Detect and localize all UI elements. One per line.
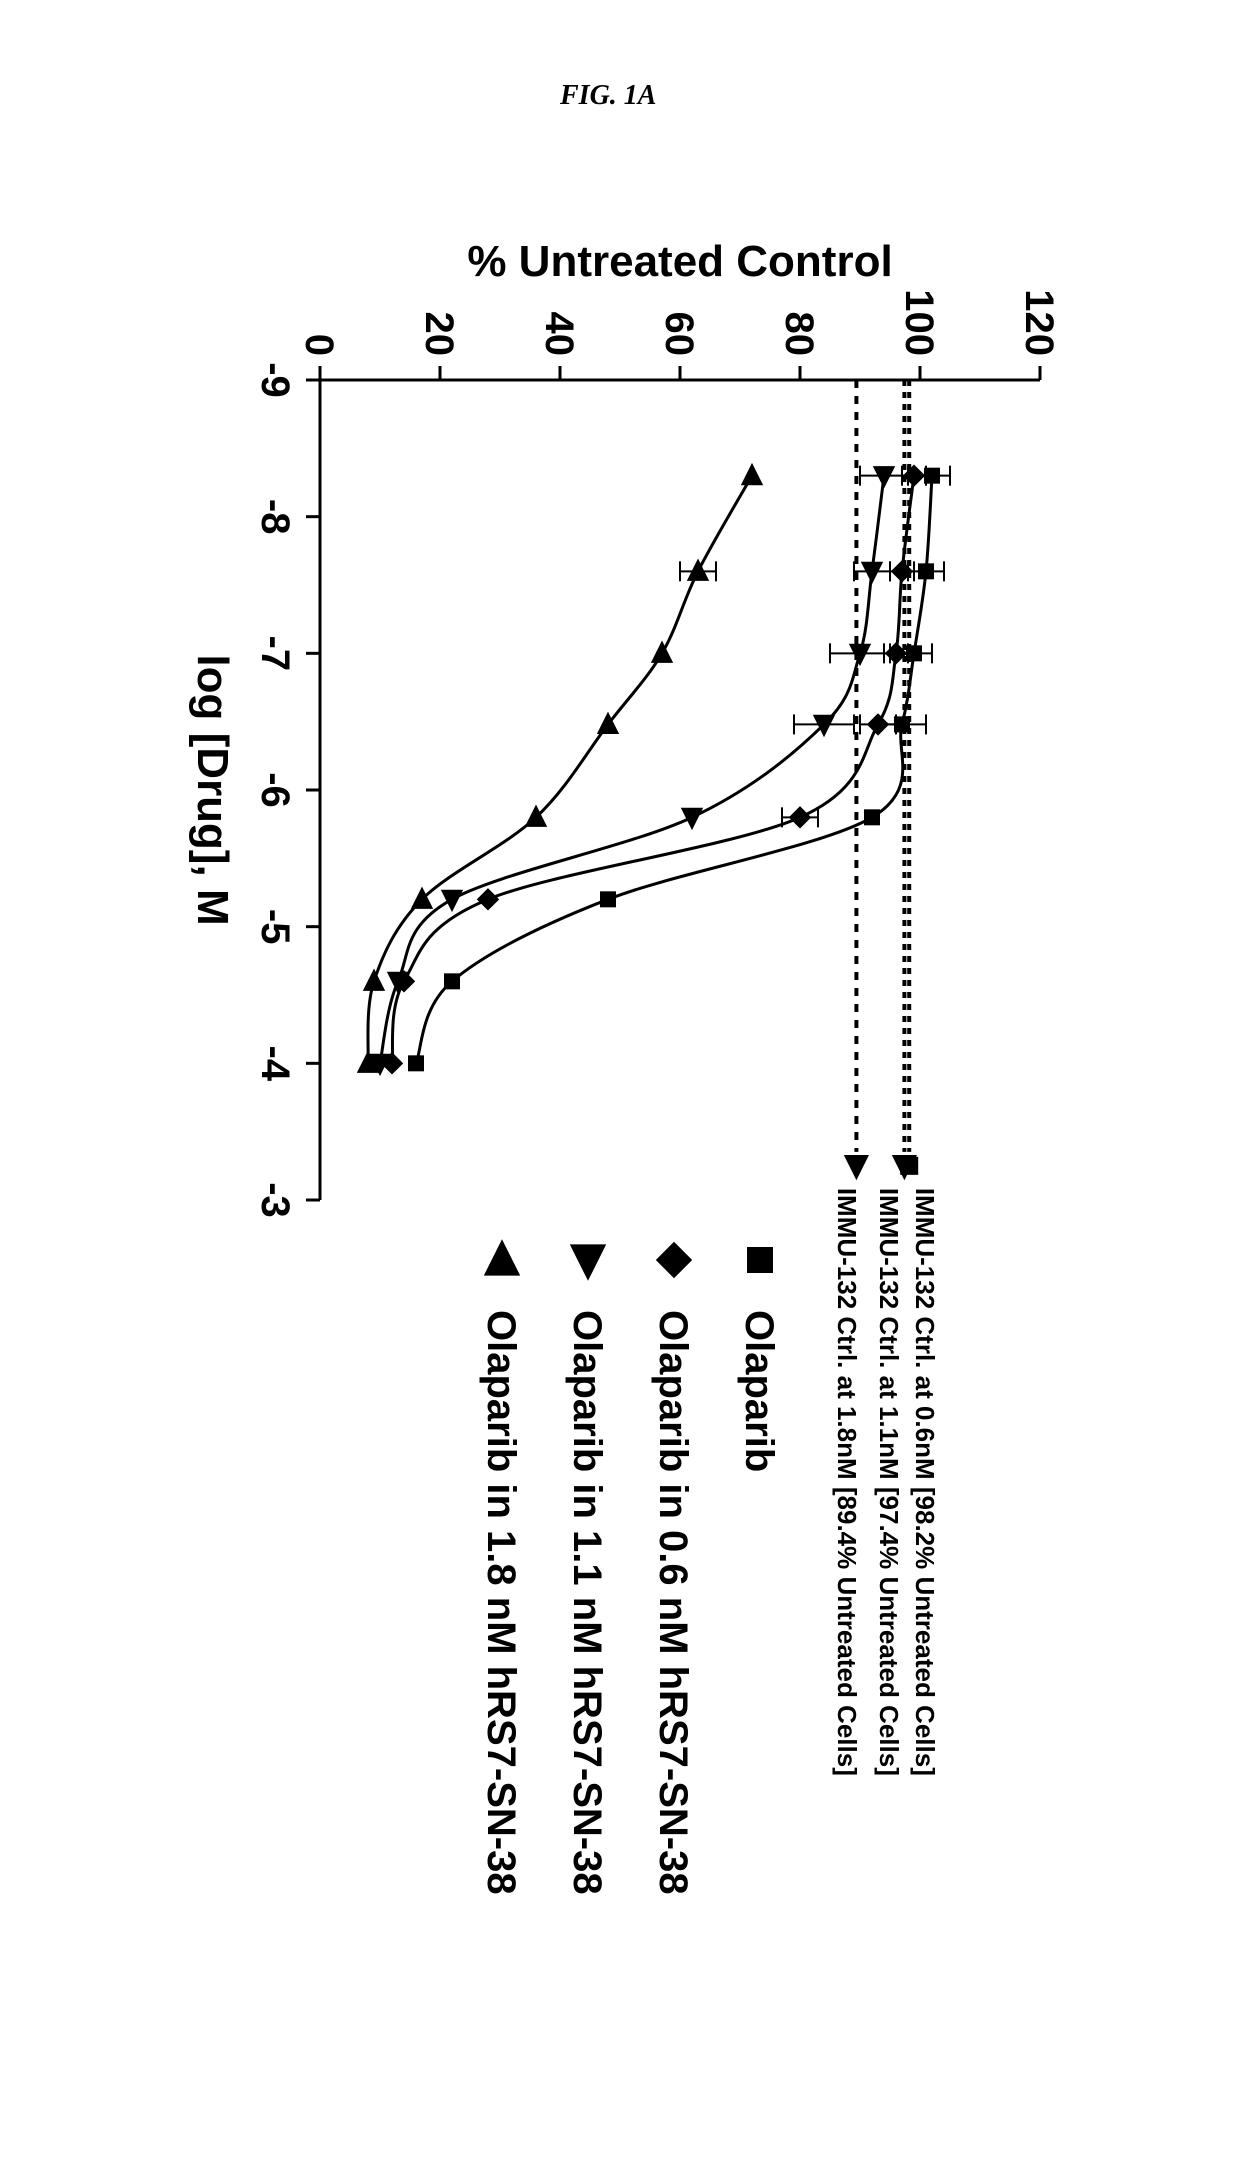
series bbox=[381, 464, 926, 1074]
legend-item-label: Olaparib in 1.8 nM hRS7-SN-38 bbox=[479, 1310, 523, 1895]
legend-item-label: Olaparib bbox=[737, 1310, 781, 1472]
x-tick-label: -5 bbox=[253, 909, 297, 945]
page: FIG. 1A -9 -8 -7 -6 -5 -4 -3 0 20 40 60 80 100 120 log… bbox=[0, 0, 1240, 2179]
x-tick-label: -4 bbox=[253, 1046, 297, 1082]
chart-container: -9 -8 -7 -6 -5 -4 -3 0 20 40 60 80 100 120 log [Drug],… bbox=[120, 200, 1120, 1980]
legend-item-label: Olaparib in 0.6 nM hRS7-SN-38 bbox=[651, 1310, 695, 1895]
y-tick-label: 100 bbox=[897, 289, 941, 356]
figure-title: FIG. 1A bbox=[560, 80, 656, 112]
y-tick-label: 120 bbox=[1017, 289, 1061, 356]
x-tick-label: -3 bbox=[253, 1182, 297, 1218]
x-tick-label: -8 bbox=[253, 499, 297, 535]
y-tick-label: 40 bbox=[537, 312, 581, 357]
ctrl-line-label: IMMU-132 Ctrl. at 1.8nM [89.4% Untreated… bbox=[832, 1188, 862, 1776]
x-axis-label: log [Drug], M bbox=[188, 654, 237, 925]
ctrl-line-label: IMMU-132 Ctrl. at 1.1nM [97.4% Untreated… bbox=[874, 1188, 904, 1776]
legend: Olaparib Olaparib in 0.6 nM hRS7-SN-38 Ola… bbox=[479, 1239, 781, 1894]
y-tick-label: 0 bbox=[297, 334, 341, 356]
x-tick-label: -6 bbox=[253, 772, 297, 808]
y-tick-label: 20 bbox=[417, 312, 461, 357]
series bbox=[357, 463, 763, 1073]
y-tick-label: 80 bbox=[777, 312, 821, 357]
x-tick-label: -9 bbox=[253, 362, 297, 398]
y-axis-label: % Untreated Control bbox=[467, 237, 892, 286]
chart-svg: -9 -8 -7 -6 -5 -4 -3 0 20 40 60 80 100 120 log [Drug],… bbox=[120, 200, 1120, 1980]
x-tick-label: -7 bbox=[253, 636, 297, 672]
legend-item-label: Olaparib in 1.1 nM hRS7-SN-38 bbox=[565, 1310, 609, 1895]
ctrl-line-label: IMMU-132 Ctrl. at 0.6nM [98.2% Untreated… bbox=[910, 1188, 940, 1776]
y-tick-label: 60 bbox=[657, 312, 701, 357]
series bbox=[408, 466, 950, 1072]
